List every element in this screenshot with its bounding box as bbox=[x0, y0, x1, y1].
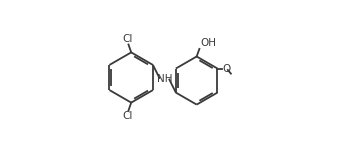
Text: Cl: Cl bbox=[123, 34, 133, 44]
Text: NH: NH bbox=[157, 74, 172, 84]
Text: Cl: Cl bbox=[123, 111, 133, 121]
Text: O: O bbox=[223, 64, 231, 73]
Text: OH: OH bbox=[201, 38, 217, 48]
